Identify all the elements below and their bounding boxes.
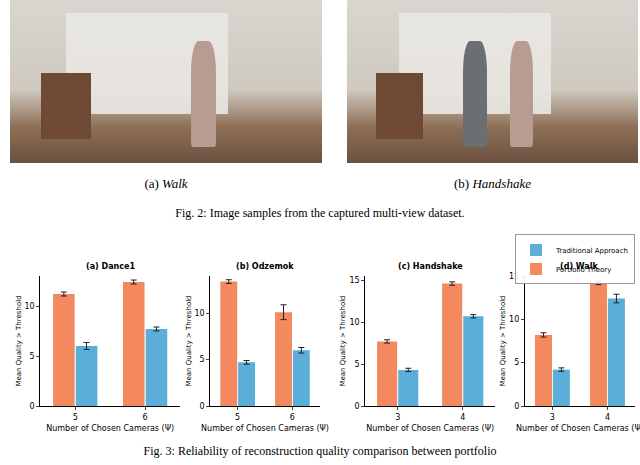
svg-text:Number of Chosen Cameras (Ψ): Number of Chosen Cameras (Ψ) xyxy=(46,424,174,433)
svg-text:15: 15 xyxy=(349,276,359,285)
svg-text:Mean Quality > Threshold: Mean Quality > Threshold xyxy=(15,295,23,386)
svg-text:Traditional Approach: Traditional Approach xyxy=(555,247,628,255)
svg-text:Number of Chosen Cameras (Ψ): Number of Chosen Cameras (Ψ) xyxy=(516,424,640,433)
svg-text:0: 0 xyxy=(200,402,205,411)
svg-text:10: 10 xyxy=(195,309,205,318)
svg-text:10: 10 xyxy=(24,302,34,311)
svg-text:6: 6 xyxy=(290,413,295,422)
svg-text:Mean Quality > Threshold: Mean Quality > Threshold xyxy=(185,295,193,386)
svg-text:Mean Quality > Threshold: Mean Quality > Threshold xyxy=(499,295,507,386)
svg-text:4: 4 xyxy=(605,413,610,422)
svg-text:10: 10 xyxy=(349,318,359,327)
svg-text:5: 5 xyxy=(30,352,35,361)
svg-text:Number of Chosen Cameras (Ψ): Number of Chosen Cameras (Ψ) xyxy=(201,424,329,433)
svg-text:Portfolio Theory: Portfolio Theory xyxy=(556,266,611,274)
svg-text:15: 15 xyxy=(509,271,520,281)
svg-text:5: 5 xyxy=(73,413,78,422)
svg-text:3: 3 xyxy=(550,413,555,422)
svg-text:4: 4 xyxy=(460,413,465,422)
svg-text:5: 5 xyxy=(354,360,359,369)
html-text:Fig. 3: Reliability of reconst: Fig. 3: Reliability of reconstruction qu… xyxy=(143,444,497,458)
svg-text:3: 3 xyxy=(395,413,400,422)
svg-text:0: 0 xyxy=(30,402,35,411)
svg-text:Mean Quality > Threshold: Mean Quality > Threshold xyxy=(339,295,347,386)
html-text:Fig. 2: Image samples from the: Fig. 2: Image samples from the captured … xyxy=(175,206,465,220)
svg-text:5: 5 xyxy=(235,413,240,422)
svg-text:6: 6 xyxy=(143,413,148,422)
svg-text:0: 0 xyxy=(514,402,519,411)
svg-text:Number of Chosen Cameras (Ψ): Number of Chosen Cameras (Ψ) xyxy=(366,424,494,433)
svg-text:(c) Handshake: (c) Handshake xyxy=(398,262,463,271)
svg-text:10: 10 xyxy=(509,315,519,324)
svg-text:(d) Walk: (d) Walk xyxy=(560,262,599,271)
html-text:(a) Walk: (a) Walk xyxy=(144,176,188,191)
svg-text:0: 0 xyxy=(354,402,359,411)
svg-text:(a) Dance1: (a) Dance1 xyxy=(86,262,135,271)
svg-text:5: 5 xyxy=(514,358,519,367)
svg-text:(b) Odzemok: (b) Odzemok xyxy=(236,262,294,271)
html-text:(b) Handshake: (b) Handshake xyxy=(454,176,531,191)
svg-text:5: 5 xyxy=(200,355,205,364)
